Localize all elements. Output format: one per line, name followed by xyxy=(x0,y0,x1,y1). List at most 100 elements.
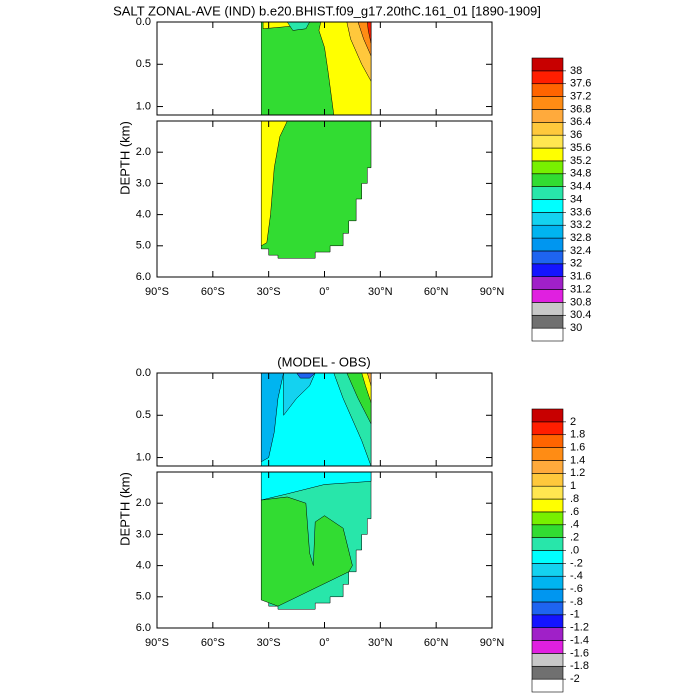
y-tick-label: 0.5 xyxy=(136,409,151,421)
colorbar-box xyxy=(531,314,564,329)
colorbar-label: -1 xyxy=(570,609,580,621)
colorbar-box xyxy=(531,160,564,175)
colorbar-label: 36 xyxy=(570,129,582,141)
colorbar-label: 1.2 xyxy=(570,467,585,479)
x-tick-label: 60°S xyxy=(201,637,225,649)
contour-region xyxy=(361,373,372,403)
colorbar-box xyxy=(531,327,564,342)
y-tick-label: 4.0 xyxy=(136,209,151,221)
contour-field xyxy=(260,472,372,610)
colorbar-box xyxy=(531,147,564,162)
contour-region xyxy=(260,496,353,607)
colorbar-label: -.6 xyxy=(570,583,583,595)
colorbar-box xyxy=(531,109,564,123)
colorbar-label: 34.8 xyxy=(570,168,591,180)
y-tick-label: 0.5 xyxy=(136,58,151,70)
colorbar-label: 32 xyxy=(570,258,582,270)
y-tick-label: 1.0 xyxy=(136,100,151,112)
colorbar-box xyxy=(531,653,564,667)
chart-title: SALT ZONAL-AVE (IND) b.e20.BHIST.f09_g17… xyxy=(113,3,541,18)
y-axis-label: DEPTH (km) xyxy=(117,121,132,195)
colorbar-box xyxy=(531,678,564,693)
colorbar-box xyxy=(531,665,564,680)
colorbar-box xyxy=(531,498,564,513)
x-tick-label: 90°N xyxy=(480,286,505,298)
colorbar-label: -2 xyxy=(570,673,580,685)
colorbar-box xyxy=(531,302,564,316)
colorbar-box xyxy=(531,70,564,85)
y-axis-label: DEPTH (km) xyxy=(117,472,132,546)
y-tick-label: 2.0 xyxy=(136,497,151,509)
colorbar-box xyxy=(531,421,564,436)
contour-region xyxy=(260,121,288,247)
colorbar-box xyxy=(531,173,564,187)
colorbar-box xyxy=(531,83,564,97)
colorbar-box xyxy=(531,460,564,474)
colorbar-box xyxy=(531,408,564,423)
colorbar-label: 31.6 xyxy=(570,271,591,283)
colorbar-box xyxy=(531,199,564,213)
contour-region xyxy=(260,373,284,463)
colorbar-label: 33.6 xyxy=(570,206,591,218)
y-tick-label: 5.0 xyxy=(136,591,151,603)
contour-region xyxy=(367,22,372,44)
colorbar-label: -.4 xyxy=(570,570,583,582)
colorbar-box xyxy=(531,250,564,265)
colorbar-box xyxy=(531,96,564,110)
colorbar-box xyxy=(531,57,564,72)
contour-region xyxy=(286,22,310,31)
colorbar-box xyxy=(531,263,564,277)
colorbar-label: 38 xyxy=(570,65,582,77)
contour-region xyxy=(260,121,372,259)
x-tick-label: 60°S xyxy=(201,286,225,298)
colorbar-box xyxy=(531,122,564,136)
colorbar-label: 31.2 xyxy=(570,283,591,295)
colorbar-label: 33.2 xyxy=(570,219,591,231)
colorbar-box xyxy=(531,276,564,290)
colorbar-label: 30 xyxy=(570,322,582,334)
colorbar-box xyxy=(531,485,564,500)
x-tick-label: 0° xyxy=(319,286,330,298)
colorbar-label: 34.4 xyxy=(570,181,591,193)
chart-title: (MODEL - OBS) xyxy=(277,354,370,369)
colorbar-label: .8 xyxy=(570,493,579,505)
y-tick-label: 2.0 xyxy=(136,146,151,158)
colorbar-label: 1.8 xyxy=(570,429,585,441)
colorbar-box xyxy=(531,434,564,448)
colorbar-box xyxy=(531,588,564,603)
colorbar-label: -1.8 xyxy=(570,660,589,672)
colorbar-box xyxy=(531,134,564,149)
colorbar-box xyxy=(531,537,564,551)
colorbar-box xyxy=(531,563,564,577)
colorbar-label: .0 xyxy=(570,544,579,556)
colorbar-box xyxy=(531,224,564,239)
colorbar-label: 36.4 xyxy=(570,116,591,128)
y-tick-label: 6.0 xyxy=(136,622,151,634)
colorbar-box xyxy=(531,186,564,200)
colorbar-label: 1.6 xyxy=(570,441,585,453)
y-tick-label: 3.0 xyxy=(136,177,151,189)
colorbar-box xyxy=(531,627,564,641)
colorbar-box xyxy=(531,550,564,564)
contour-region xyxy=(346,373,372,424)
colorbar-box xyxy=(531,601,564,616)
colorbar-label: -.2 xyxy=(570,557,583,569)
colorbar-label: .4 xyxy=(570,519,579,531)
y-tick-label: 4.0 xyxy=(136,560,151,572)
contour-field xyxy=(260,373,372,466)
colorbar-label: 35.6 xyxy=(570,142,591,154)
colorbar-label: 1 xyxy=(570,480,576,492)
contour-field xyxy=(260,121,372,259)
colorbar-label: .6 xyxy=(570,506,579,518)
colorbar-box xyxy=(531,447,564,461)
colorbar-box xyxy=(531,289,564,303)
y-tick-label: 3.0 xyxy=(136,528,151,540)
colorbar-label: -1.2 xyxy=(570,622,589,634)
x-tick-label: 60°N xyxy=(424,286,449,298)
x-tick-label: 30°S xyxy=(257,286,281,298)
y-tick-label: 5.0 xyxy=(136,240,151,252)
colorbar-box xyxy=(531,575,564,590)
y-tick-label: 1.0 xyxy=(136,451,151,463)
x-tick-label: 60°N xyxy=(424,637,449,649)
colorbar-label: 30.4 xyxy=(570,309,591,321)
